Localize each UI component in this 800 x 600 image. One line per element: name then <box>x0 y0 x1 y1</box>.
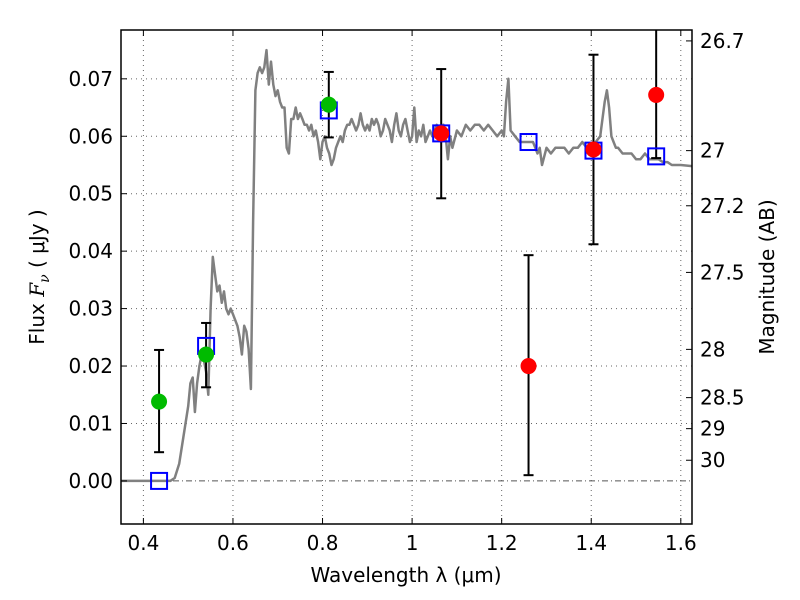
observed-points <box>151 86 665 410</box>
x-axis-label: Wavelength λ (μm) <box>310 563 501 587</box>
y2-tick-label: 28 <box>700 337 725 361</box>
y2-tick-label: 27.5 <box>700 260 745 284</box>
y2-axis-ticks: 26.7 27 27.2 27.5 28 28.5 29 30 <box>686 29 745 472</box>
y2-axis-label: Magnitude (AB) <box>755 199 779 354</box>
y-axis-label-suffix: ( μJy ) <box>25 209 49 274</box>
y2-tick-label: 27 <box>700 139 725 163</box>
error-bars <box>154 30 662 477</box>
y-axis-label-prefix: Flux <box>25 297 49 345</box>
y-axis-label: Flux Fν ( μJy ) <box>25 209 53 344</box>
model-photometry-square <box>519 133 538 152</box>
data-point-red <box>433 125 450 142</box>
x-tick-label: 0.6 <box>217 531 249 555</box>
model-photometry-square <box>150 471 169 490</box>
y-axis-label-subscript: ν <box>37 274 53 283</box>
data-point-red <box>520 358 537 375</box>
y-tick-label: 0.02 <box>68 354 113 378</box>
y-tick-label: 0.01 <box>68 411 113 435</box>
x-tick-label: 0.4 <box>127 531 159 555</box>
y-tick-label: 0.07 <box>68 67 113 91</box>
y-axis-label-symbol: F <box>25 282 49 298</box>
data-point-green <box>151 393 168 410</box>
spectrum-line <box>121 48 692 483</box>
x-axis-ticks: 0.4 0.6 0.8 1 1.2 1.4 1.6 <box>127 30 697 555</box>
x-tick-label: 1.6 <box>665 531 697 555</box>
y-tick-label: 0.03 <box>68 297 113 321</box>
model-photometry-square <box>647 147 666 166</box>
data-point-green <box>320 96 337 113</box>
x-tick-label: 1.4 <box>575 531 607 555</box>
y2-tick-label: 30 <box>700 448 725 472</box>
y-tick-label: 0.04 <box>68 239 113 263</box>
data-point-green <box>198 346 215 363</box>
y-tick-label: 0.00 <box>68 469 113 493</box>
data-point-red <box>648 86 665 103</box>
y-tick-label: 0.05 <box>68 182 113 206</box>
y-axis-ticks: 0.00 0.01 0.02 0.03 0.04 0.05 0.06 0.07 <box>68 67 127 493</box>
y2-tick-label: 28.5 <box>700 386 745 410</box>
y2-tick-label: 29 <box>700 417 725 441</box>
y-tick-label: 0.06 <box>68 124 113 148</box>
data-point-red <box>585 141 602 158</box>
x-tick-label: 0.8 <box>307 531 339 555</box>
x-tick-label: 1 <box>406 531 419 555</box>
axes-frame <box>120 29 693 525</box>
plot-area <box>121 30 692 490</box>
grid <box>121 30 692 524</box>
y2-tick-label: 26.7 <box>700 29 745 53</box>
y2-tick-label: 27.2 <box>700 194 745 218</box>
x-tick-label: 1.2 <box>486 531 518 555</box>
